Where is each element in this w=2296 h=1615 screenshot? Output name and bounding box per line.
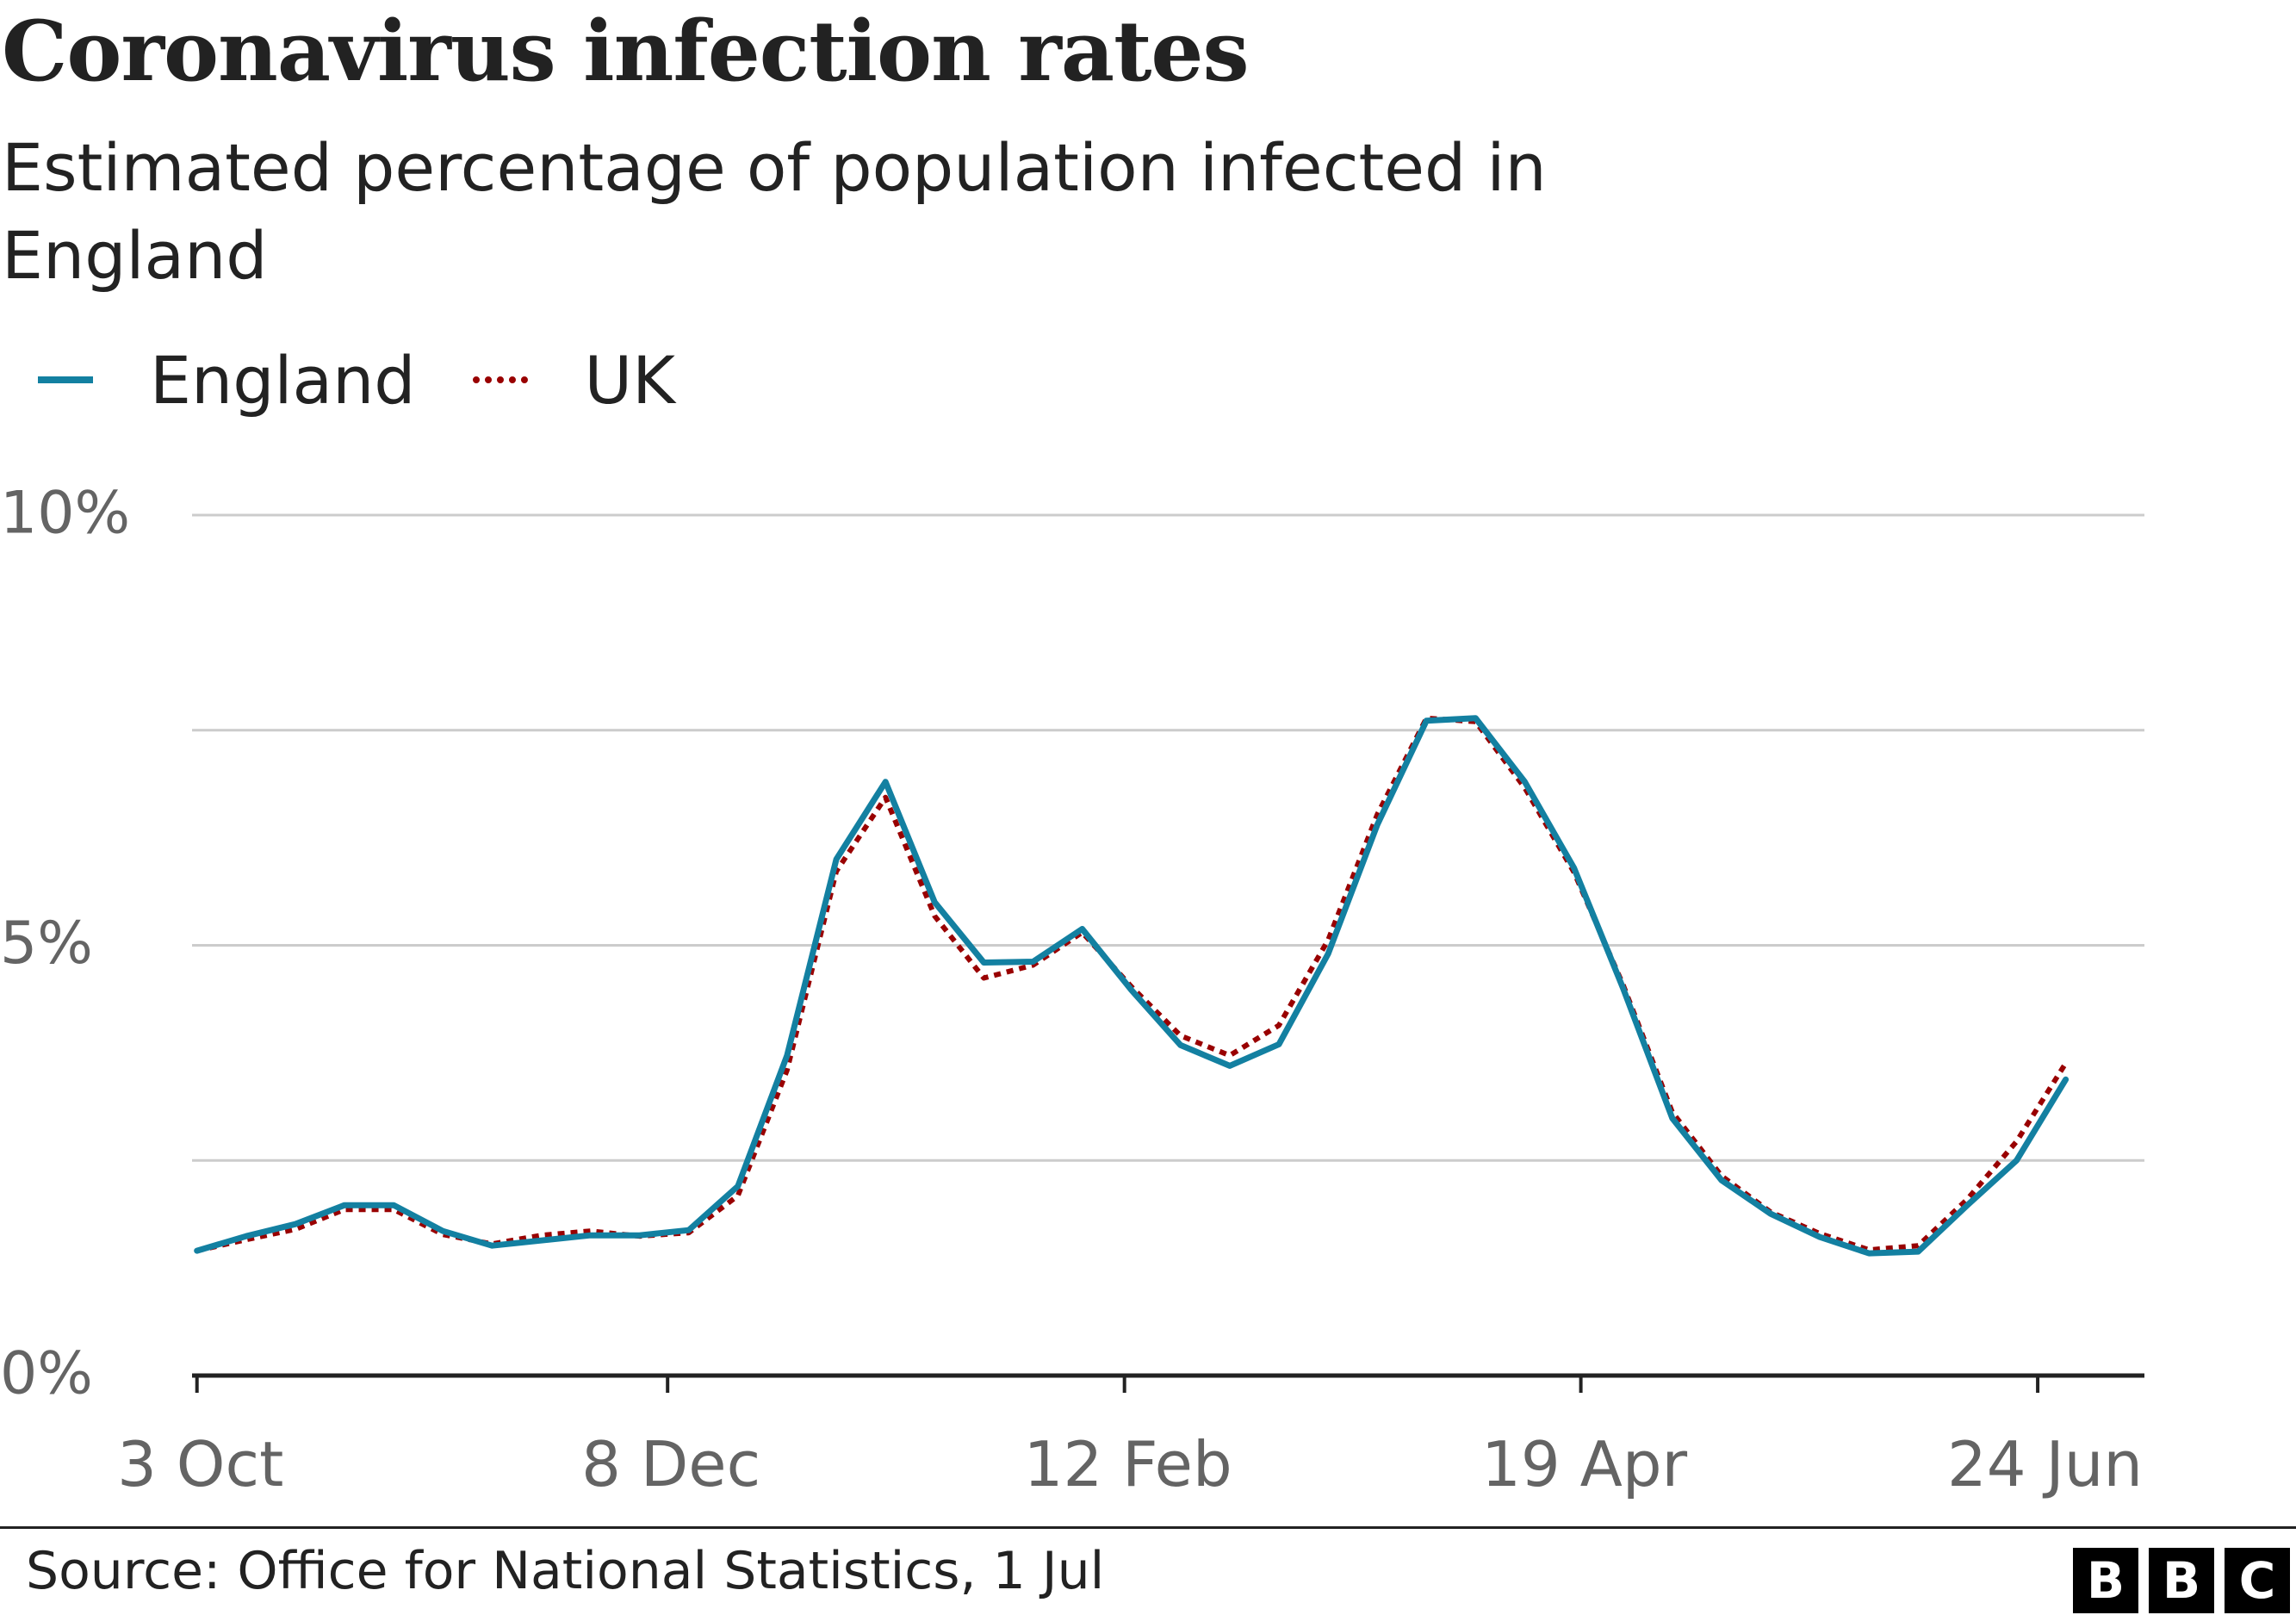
chart-subtitle: Estimated percentage of population infec… [2, 129, 1547, 294]
legend-label-uk: UK [584, 341, 675, 419]
bbc-logo-letter-3: C [2225, 1548, 2290, 1613]
footer-divider [0, 1526, 2296, 1529]
legend-label-england: England [150, 341, 416, 419]
y-tick-label-2: 0% [0, 1340, 93, 1408]
bbc-logo-letter-2: B [2149, 1548, 2214, 1613]
legend-item-uk: UK [472, 341, 675, 419]
series-line-uk [196, 715, 2069, 1254]
series-line-england [194, 715, 2070, 1257]
chart-legend: England UK [38, 341, 732, 419]
source-note: Source: Office for National Statistics, … [26, 1541, 1105, 1601]
chart-title: Coronavirus infection rates [2, 3, 1250, 100]
x-tick-label-0: 3 Oct [117, 1428, 283, 1500]
legend-swatch-uk [472, 376, 528, 383]
x-tick-label-3: 19 Apr [1481, 1428, 1687, 1500]
x-tick-label-4: 24 Jun [1947, 1428, 2143, 1500]
legend-swatch-england [38, 376, 93, 383]
x-tick-label-1: 8 Dec [581, 1428, 760, 1500]
x-tick-label-2: 12 Feb [1024, 1428, 1232, 1500]
y-tick-label-1: 5% [0, 910, 93, 978]
y-tick-label-0: 10% [0, 480, 130, 548]
legend-item-england: England [38, 342, 416, 419]
bbc-logo: B B C [2063, 1548, 2290, 1613]
line-chart: 10% 5% 0% 3 Oct 8 Dec 12 Feb 19 Apr 24 Jun [0, 480, 2144, 1500]
bbc-logo-letter-1: B [2073, 1548, 2138, 1613]
